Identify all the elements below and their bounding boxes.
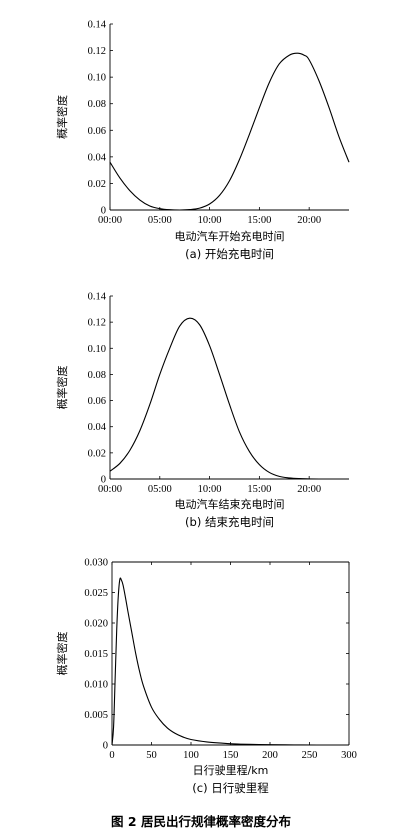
x-tick-label: 200 bbox=[262, 750, 278, 761]
x-tick-label: 50 bbox=[146, 750, 157, 761]
x-tick-label: 20:00 bbox=[297, 215, 321, 226]
y-tick-label: 0.04 bbox=[88, 422, 107, 433]
x-tick-label: 0 bbox=[109, 750, 114, 761]
y-tick-label: 0.010 bbox=[84, 680, 108, 691]
density-curve bbox=[109, 317, 349, 480]
density-curve bbox=[111, 577, 349, 746]
y-tick-label: 0.06 bbox=[88, 126, 106, 137]
x-tick-label: 10:00 bbox=[198, 215, 222, 226]
chart-daily-mileage: 0 0.005 0.010 0.015 0.020 0.025 0.030 0 50 100 150… bbox=[55, 558, 357, 796]
y-tick-label: 0 bbox=[101, 475, 106, 486]
subplot-caption: (a) 开始充电时间 bbox=[185, 247, 274, 261]
x-tick-label: 250 bbox=[302, 750, 318, 761]
figure-title: 图 2 居民出行规律概率密度分布 bbox=[111, 814, 291, 829]
y-tick-label: 0 bbox=[103, 741, 108, 752]
y-tick-label: 0.12 bbox=[88, 46, 106, 57]
x-tick-label: 15:00 bbox=[247, 484, 271, 495]
y-tick-label: 0.005 bbox=[84, 710, 108, 721]
y-tick-label: 0.10 bbox=[88, 344, 106, 355]
chart-start-charging-time: 0 0.02 0.04 0.06 0.08 0.10 0.12 0.14 00:00 05:00 1… bbox=[55, 20, 350, 261]
x-tick-label: 05:00 bbox=[148, 215, 172, 226]
y-tick-label: 0.14 bbox=[88, 20, 107, 31]
density-curve bbox=[109, 52, 350, 211]
chart-end-charging-time: 0 0.02 0.04 0.06 0.08 0.10 0.12 0.14 00:00 05:00 1… bbox=[55, 292, 349, 529]
x-tick-label: 300 bbox=[341, 750, 357, 761]
y-tick-label: 0.02 bbox=[88, 448, 106, 459]
x-tick-label: 10:00 bbox=[198, 484, 222, 495]
y-axis-label: 概率密度 bbox=[55, 632, 69, 676]
subplot-caption: (c) 日行驶里程 bbox=[192, 781, 269, 795]
y-tick-label: 0.14 bbox=[88, 292, 107, 303]
y-tick-label: 0.02 bbox=[88, 179, 106, 190]
x-tick-label: 15:00 bbox=[247, 215, 271, 226]
y-tick-label: 0.08 bbox=[88, 99, 106, 110]
x-tick-label: 100 bbox=[183, 750, 199, 761]
y-tick-label: 0.015 bbox=[84, 649, 108, 660]
x-tick-label: 00:00 bbox=[98, 484, 122, 495]
x-tick-label: 05:00 bbox=[148, 484, 172, 495]
y-axis-label: 概率密度 bbox=[55, 95, 69, 139]
y-tick-label: 0.10 bbox=[88, 73, 106, 84]
subplot-caption: (b) 结束充电时间 bbox=[185, 515, 274, 529]
y-axis-label: 概率密度 bbox=[55, 366, 69, 410]
y-tick-label: 0.08 bbox=[88, 370, 106, 381]
y-tick-label: 0.020 bbox=[84, 619, 108, 630]
y-tick-label: 0.025 bbox=[84, 588, 108, 599]
x-axis-label: 电动汽车开始充电时间 bbox=[175, 229, 285, 243]
x-axis-label: 日行驶里程/km bbox=[193, 763, 269, 777]
x-tick-label: 20:00 bbox=[297, 484, 321, 495]
y-tick-label: 0.030 bbox=[84, 558, 108, 569]
x-tick-label: 150 bbox=[223, 750, 239, 761]
x-tick-label: 00:00 bbox=[98, 215, 122, 226]
y-tick-label: 0.04 bbox=[88, 152, 107, 163]
y-tick-label: 0.06 bbox=[88, 396, 106, 407]
y-tick-label: 0.12 bbox=[88, 318, 106, 329]
x-axis-label: 电动汽车结束充电时间 bbox=[175, 497, 285, 511]
y-tick-label: 0 bbox=[101, 206, 106, 217]
